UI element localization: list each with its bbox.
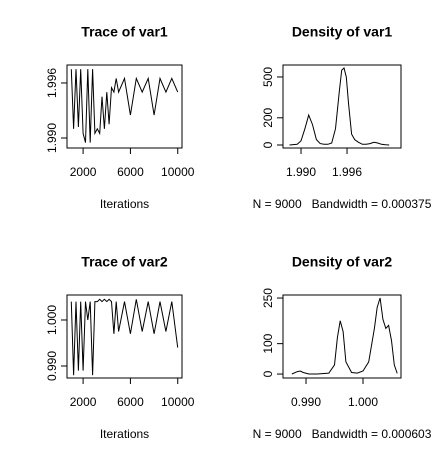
data-line xyxy=(70,69,179,143)
chart-title: Density of var1 xyxy=(292,24,393,40)
x-tick-label: 0.990 xyxy=(291,395,321,409)
plot-frame xyxy=(282,64,402,149)
y-tick-label: 0.990 xyxy=(45,351,59,381)
x-tick-label: 1.996 xyxy=(332,165,362,179)
y-tick-label: 500 xyxy=(261,67,275,87)
x-tick-label: 6000 xyxy=(117,165,144,179)
x-axis-label: Iterations xyxy=(100,197,149,211)
x-tick-label: 1.990 xyxy=(286,165,316,179)
y-tick-label: 0 xyxy=(261,370,275,377)
y-tick-label: 1.000 xyxy=(45,305,59,335)
x-tick-label: 2000 xyxy=(70,165,97,179)
y-tick-label: 1.990 xyxy=(45,123,59,153)
x-axis-label: N = 9000 Bandwidth = 0.000603 xyxy=(253,427,432,441)
plot-frame xyxy=(282,294,402,379)
y-tick-label: 200 xyxy=(261,107,275,127)
chart-title: Density of var2 xyxy=(292,254,393,270)
data-line xyxy=(291,297,398,375)
y-tick-label: 250 xyxy=(261,288,275,308)
y-tick-label: 0 xyxy=(261,141,275,148)
x-tick-label: 10000 xyxy=(161,165,195,179)
plot-frame xyxy=(66,294,183,379)
data-line xyxy=(289,67,390,146)
y-tick-label: 100 xyxy=(261,333,275,353)
y-tick-label: 1.996 xyxy=(45,68,59,98)
x-tick-label: 1.000 xyxy=(348,395,378,409)
data-line xyxy=(70,298,179,376)
chart-title: Trace of var1 xyxy=(81,24,168,40)
x-tick-label: 6000 xyxy=(117,395,144,409)
x-axis-label: Iterations xyxy=(100,427,149,441)
x-tick-label: 2000 xyxy=(70,395,97,409)
plot-frame xyxy=(66,64,183,149)
x-axis-label: N = 9000 Bandwidth = 0.000375 xyxy=(253,197,432,211)
chart-title: Trace of var2 xyxy=(81,254,168,270)
x-tick-label: 10000 xyxy=(161,395,195,409)
